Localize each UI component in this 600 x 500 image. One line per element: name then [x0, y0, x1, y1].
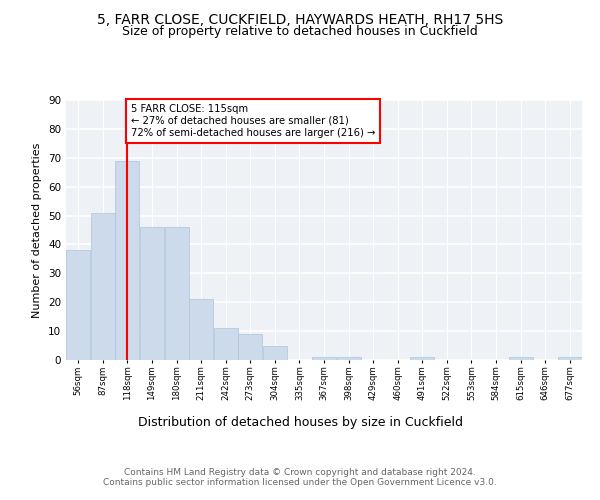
- Bar: [164, 227, 188, 360]
- Bar: [312, 357, 336, 360]
- Bar: [263, 346, 287, 360]
- Bar: [238, 334, 262, 360]
- Text: Size of property relative to detached houses in Cuckfield: Size of property relative to detached ho…: [122, 25, 478, 38]
- Text: 5 FARR CLOSE: 115sqm
← 27% of detached houses are smaller (81)
72% of semi-detac: 5 FARR CLOSE: 115sqm ← 27% of detached h…: [131, 104, 376, 138]
- Bar: [214, 328, 238, 360]
- Text: Distribution of detached houses by size in Cuckfield: Distribution of detached houses by size …: [137, 416, 463, 429]
- Text: Contains HM Land Registry data © Crown copyright and database right 2024.
Contai: Contains HM Land Registry data © Crown c…: [103, 468, 497, 487]
- Bar: [115, 160, 139, 360]
- Bar: [189, 300, 213, 360]
- Bar: [140, 227, 164, 360]
- Bar: [410, 357, 434, 360]
- Bar: [509, 357, 533, 360]
- Bar: [66, 250, 91, 360]
- Text: 5, FARR CLOSE, CUCKFIELD, HAYWARDS HEATH, RH17 5HS: 5, FARR CLOSE, CUCKFIELD, HAYWARDS HEATH…: [97, 12, 503, 26]
- Y-axis label: Number of detached properties: Number of detached properties: [32, 142, 43, 318]
- Bar: [557, 357, 582, 360]
- Bar: [91, 212, 115, 360]
- Bar: [337, 357, 361, 360]
